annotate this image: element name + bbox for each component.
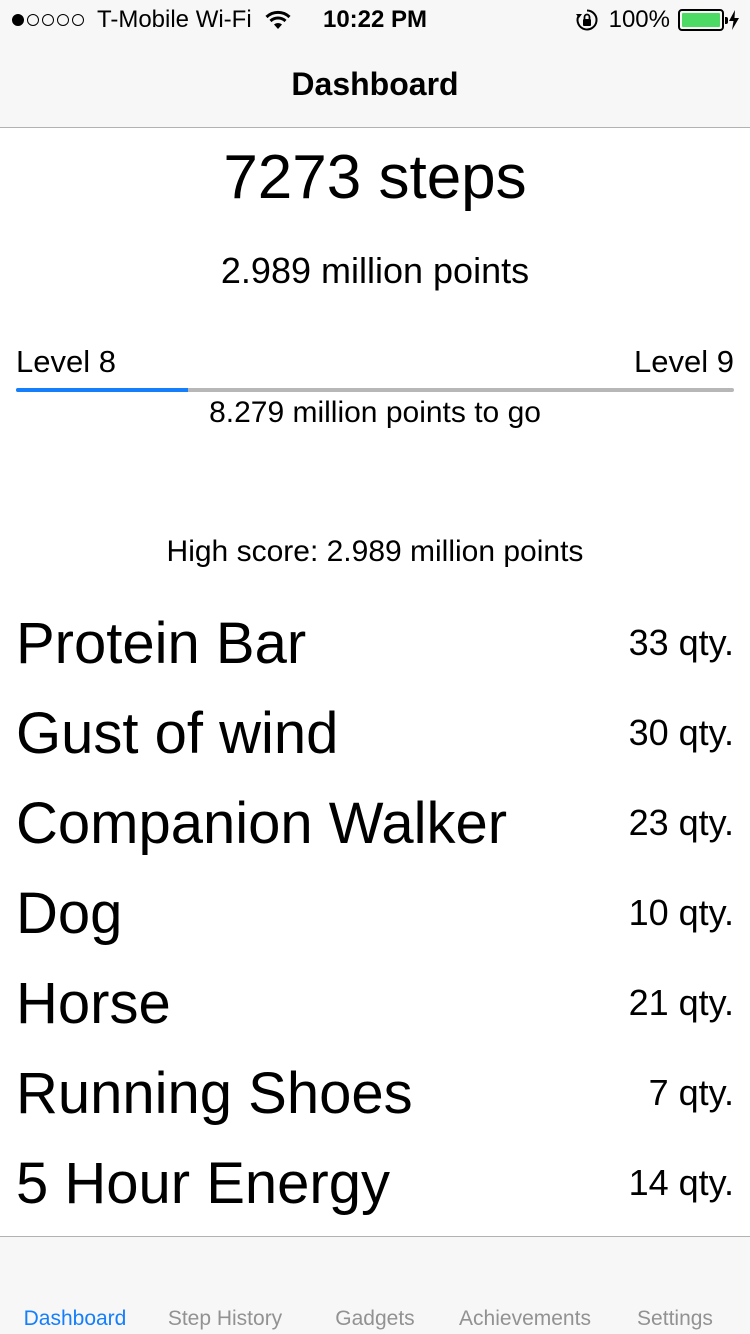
- carrier-name: T-Mobile Wi-Fi: [97, 6, 252, 33]
- signal-strength-icon: [12, 14, 87, 26]
- tab-bar: Dashboard Step History Gadgets Achieveme…: [0, 1236, 750, 1334]
- list-item[interactable]: Horse 21 qty.: [0, 958, 750, 1048]
- signal-dot: [42, 14, 54, 26]
- item-name: Gust of wind: [16, 701, 339, 766]
- list-item[interactable]: Running Shoes 7 qty.: [0, 1048, 750, 1138]
- item-name: Horse: [16, 971, 171, 1036]
- list-item[interactable]: Gust of wind 30 qty.: [0, 688, 750, 778]
- signal-dot: [27, 14, 39, 26]
- page-title: Dashboard: [291, 66, 459, 102]
- signal-dot: [57, 14, 69, 26]
- list-item[interactable]: Dog 10 qty.: [0, 868, 750, 958]
- level-progress-fill: [16, 388, 189, 392]
- wifi-icon: [265, 10, 291, 29]
- battery-nub: [725, 17, 728, 24]
- status-bar-left: T-Mobile Wi-Fi: [12, 6, 292, 34]
- tab-gadgets[interactable]: Gadgets: [335, 1307, 415, 1330]
- item-quantity: 33 qty.: [628, 622, 734, 663]
- item-quantity: 30 qty.: [628, 712, 734, 753]
- list-item[interactable]: 5 Hour Energy 14 qty.: [0, 1138, 750, 1228]
- high-score: High score: 2.989 million points: [166, 535, 584, 568]
- item-quantity: 14 qty.: [628, 1162, 734, 1203]
- status-time: 10:22 PM: [322, 6, 428, 33]
- battery-fill: [682, 13, 720, 27]
- bolt-icon: [729, 10, 739, 30]
- tab-step-history[interactable]: Step History: [167, 1307, 283, 1330]
- item-name: Companion Walker: [16, 791, 508, 856]
- status-bar: T-Mobile Wi-Fi 10:22 PM 100%: [0, 0, 750, 40]
- item-name: 5 Hour Energy: [16, 1151, 390, 1216]
- level-progress-bar: [16, 388, 734, 392]
- status-bar-right: 100%: [575, 6, 740, 34]
- navigation-bar: Dashboard: [0, 40, 750, 128]
- item-name: Dog: [16, 881, 123, 946]
- list-item[interactable]: Protein Bar 33 qty.: [0, 598, 750, 688]
- signal-dot: [12, 14, 24, 26]
- tab-settings[interactable]: Settings: [637, 1307, 713, 1330]
- list-item[interactable]: Companion Walker 23 qty.: [0, 778, 750, 868]
- gadget-list: Protein Bar 33 qty. Gust of wind 30 qty.…: [0, 598, 750, 1228]
- tab-achievements[interactable]: Achievements: [459, 1307, 591, 1330]
- points-to-go: 8.279 million points to go: [209, 396, 541, 429]
- tab-dashboard[interactable]: Dashboard: [23, 1307, 127, 1330]
- battery-percent: 100%: [608, 6, 670, 33]
- next-level-label: Level 9: [634, 344, 734, 379]
- item-quantity: 7 qty.: [648, 1072, 734, 1113]
- battery-icon: [678, 9, 728, 31]
- signal-dot: [72, 14, 84, 26]
- item-name: Protein Bar: [16, 611, 307, 676]
- step-count: 7273 steps: [223, 143, 527, 212]
- item-quantity: 23 qty.: [628, 802, 734, 843]
- item-name: Running Shoes: [16, 1061, 413, 1126]
- current-level-label: Level 8: [16, 344, 116, 379]
- rotation-lock-icon: [575, 9, 598, 31]
- item-quantity: 21 qty.: [628, 982, 734, 1023]
- points-total: 2.989 million points: [220, 250, 530, 291]
- item-quantity: 10 qty.: [628, 892, 734, 933]
